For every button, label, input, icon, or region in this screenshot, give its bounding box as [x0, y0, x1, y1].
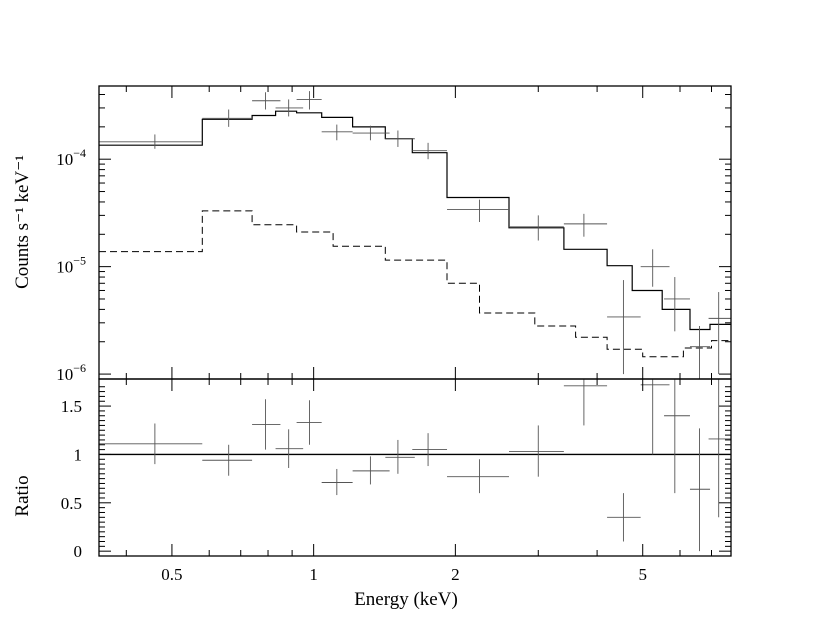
x-tick-label: 0.5	[161, 565, 182, 584]
data-point	[202, 444, 253, 476]
data-point	[447, 459, 510, 494]
data-point	[708, 379, 731, 518]
spectrum-frame	[98, 85, 732, 380]
x-tick-label: 5	[638, 565, 647, 584]
x-axis-label: Energy (keV)	[354, 589, 458, 610]
data-point	[385, 130, 415, 147]
y-tick-label: 10−6	[56, 361, 86, 384]
data-point	[689, 326, 711, 379]
data-point	[252, 399, 281, 450]
data-point	[352, 456, 390, 485]
data-point	[640, 379, 670, 455]
y-tick-label-base: 10	[56, 365, 73, 384]
data-point	[689, 428, 711, 552]
data-point	[296, 400, 322, 445]
y-tick-label: 0.5	[61, 494, 82, 513]
y-axis-label-bottom: Ratio	[12, 475, 33, 516]
data-point	[296, 91, 322, 110]
data-point	[640, 249, 670, 287]
data-point	[275, 99, 304, 117]
model-total-line	[99, 110, 731, 331]
x-tick-label: 2	[451, 565, 460, 584]
y-tick-label-exponent: −5	[73, 254, 86, 268]
data-point	[664, 379, 690, 494]
data-point	[385, 439, 415, 474]
y-tick-label-exponent: −6	[73, 361, 86, 375]
y-axis-label-top: Counts s⁻¹ keV⁻¹	[12, 155, 33, 289]
spectrum-panel: 10−410−510−6	[56, 85, 732, 384]
data-point	[708, 292, 731, 375]
data-point	[352, 125, 390, 141]
data-point	[412, 142, 448, 160]
data-point	[99, 423, 203, 465]
y-tick-label: 10−4	[56, 146, 86, 169]
data-point	[607, 280, 641, 375]
y-tick-label-exponent: −4	[73, 146, 86, 160]
spectrum-ticks	[99, 86, 731, 380]
x-tick-label: 1	[309, 565, 318, 584]
data-point	[509, 425, 564, 477]
ratio-y-tick-labels: 0 0.5 1 1.5	[61, 397, 82, 561]
ratio-ticks	[99, 379, 731, 556]
data-point	[563, 213, 608, 237]
model-total-step	[99, 110, 731, 331]
data-point	[563, 379, 608, 426]
data-point	[447, 199, 510, 223]
y-tick-label: 1	[74, 445, 83, 464]
data-point	[99, 134, 203, 149]
data-point	[664, 277, 690, 332]
model-component-line	[99, 210, 731, 358]
y-tick-label: 0	[74, 542, 83, 561]
y-tick-label: 10−5	[56, 254, 86, 277]
data-point	[321, 468, 353, 496]
model-component-dashed	[99, 210, 731, 358]
y-tick-label-base: 10	[56, 150, 73, 169]
data-point	[275, 429, 304, 468]
data-point	[607, 493, 641, 542]
y-tick-label: 1.5	[61, 397, 82, 416]
data-point	[252, 92, 281, 110]
ratio-frame	[98, 378, 732, 557]
data-point	[202, 109, 253, 127]
data-point	[412, 433, 448, 467]
spectrum-y-tick-labels: 10−410−510−6	[56, 146, 86, 384]
data-point	[321, 124, 353, 141]
y-tick-label-base: 10	[56, 258, 73, 277]
ratio-panel: 0 0.5 1 1.5 0.5 1 2 5	[61, 378, 732, 584]
ratio-x-tick-labels: 0.5 1 2 5	[161, 565, 647, 584]
ratio-data-points	[99, 379, 731, 552]
spectrum-data-points	[99, 91, 731, 379]
data-point	[509, 215, 564, 241]
